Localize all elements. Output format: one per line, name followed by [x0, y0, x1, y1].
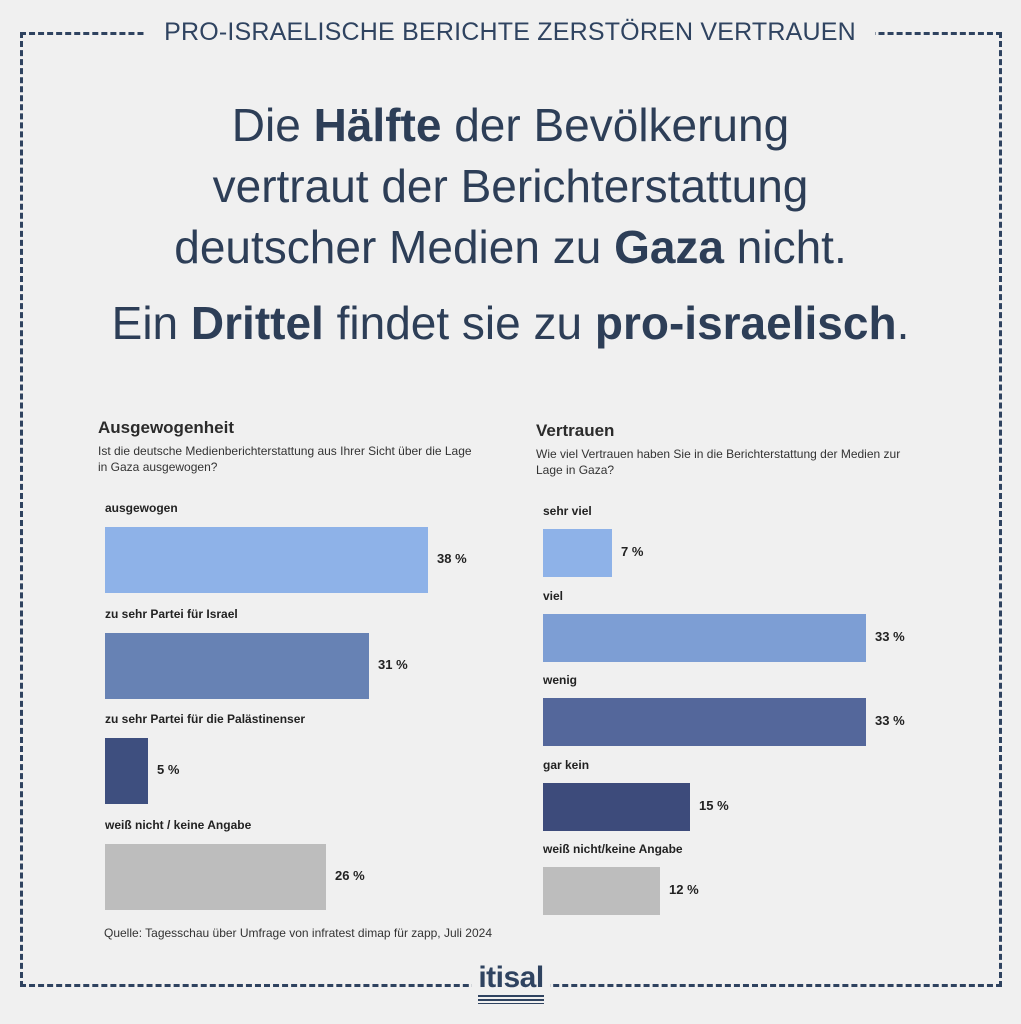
bar: [105, 632, 369, 699]
value-label: 31 %: [378, 656, 408, 672]
category-label: weiß nicht / keine Angabe: [105, 817, 252, 832]
itisal-logo: itisal: [472, 962, 550, 1008]
value-label: 33 %: [875, 628, 905, 644]
chart-question: Ist die deutsche Medienberichterstattung…: [98, 444, 472, 474]
bar: [105, 527, 428, 593]
category-label: viel: [543, 588, 564, 603]
headline-part: Gaza: [614, 221, 725, 273]
value-label: 33 %: [875, 713, 905, 728]
bar: [105, 738, 148, 804]
category-label: sehr viel: [543, 504, 592, 518]
headline-part: Die: [231, 99, 314, 151]
category-label: ausgewogen: [105, 501, 178, 515]
subline-part: Ein: [111, 297, 191, 349]
value-label: 15 %: [699, 797, 729, 813]
chart-title: Ausgewogenheit: [98, 418, 235, 437]
top-title: PRO-ISRAELISCHE BERICHTE ZERSTÖREN VERTR…: [145, 14, 875, 50]
value-label: 12 %: [669, 882, 699, 897]
subline-part: .: [896, 297, 910, 349]
headline-part: vertraut der Berichterstattung: [212, 160, 809, 212]
value-label: 5 %: [157, 762, 180, 777]
value-label: 26 %: [335, 867, 365, 883]
headline-part: nicht.: [724, 221, 847, 273]
chart-title: Vertrauen: [536, 421, 615, 440]
headline-part: deutscher Medien zu: [174, 221, 615, 273]
category-label: weiß nicht/keine Angabe: [543, 842, 683, 856]
bar: [105, 843, 326, 910]
value-label: 7 %: [621, 544, 644, 559]
subline-part: findet sie zu: [323, 297, 595, 349]
source-note: Quelle: Tagesschau über Umfrage von infr…: [104, 926, 492, 940]
value-label: 38 %: [437, 551, 467, 566]
bar: [543, 529, 612, 577]
category-label: gar kein: [543, 757, 590, 772]
subline-part: Drittel: [190, 297, 324, 349]
headline: Die Hälfte der Bevölkerung vertraut der B…: [30, 95, 991, 278]
bar: [543, 613, 866, 662]
logo-stripes: [478, 995, 544, 1004]
category-label: wenig: [543, 673, 578, 687]
headline-part: Hälfte: [313, 99, 442, 151]
bar: [543, 782, 690, 831]
category-label: zu sehr Partei für die Palästinenser: [105, 712, 306, 726]
category-label: zu sehr Partei für Israel: [105, 606, 238, 621]
bar: [543, 698, 866, 746]
chart-question: Wie viel Vertrauen haben Sie in die Beri…: [536, 447, 901, 477]
logo-text: itisal: [478, 961, 544, 994]
subline: Ein Drittel findet sie zu pro-israelisch…: [30, 290, 991, 356]
headline-part: der Bevölkerung: [441, 99, 790, 151]
subline-part: pro-israelisch: [594, 297, 897, 349]
bar: [543, 867, 660, 915]
